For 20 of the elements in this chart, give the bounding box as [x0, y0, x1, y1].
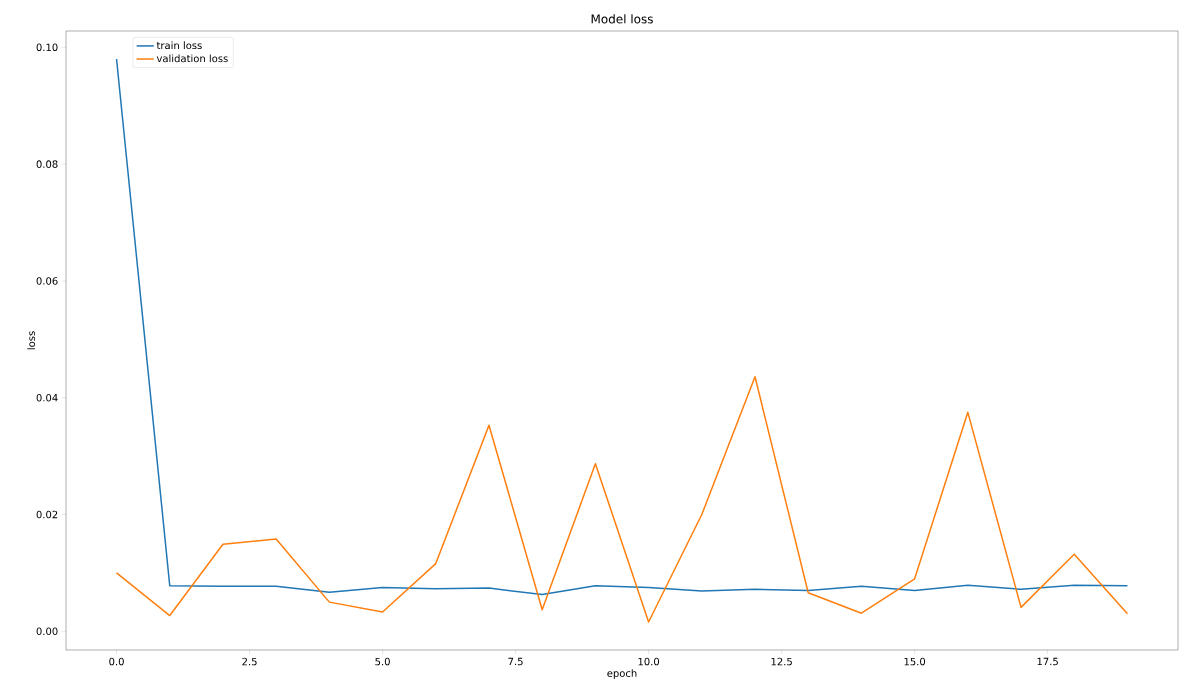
y-tick-label: 0.02 — [36, 510, 58, 519]
line-series — [115, 375, 1129, 623]
x-tick-label: 17.5 — [1037, 657, 1058, 666]
legend-label: train loss — [156, 41, 202, 50]
x-tick-label: 5.0 — [375, 657, 390, 666]
x-axis-title: epoch — [607, 669, 637, 679]
chart-title: Model loss — [591, 14, 653, 24]
x-tick-label: 12.5 — [771, 657, 792, 666]
y-tick-label: 0.00 — [36, 627, 58, 636]
x-tick-label: 15.0 — [904, 657, 926, 666]
y-tick-label: 0.04 — [36, 393, 58, 402]
y-tick-label: 0.06 — [36, 277, 58, 285]
x-tick-label: 2.5 — [242, 657, 257, 666]
x-tick-label: 0.0 — [109, 657, 124, 666]
x-tick-label: 7.5 — [508, 657, 523, 666]
y-axis-title: loss — [27, 331, 36, 350]
legend-label: validation loss — [156, 54, 228, 63]
y-tick-label: 0.10 — [36, 43, 58, 52]
x-tick-label: 10.0 — [638, 657, 660, 666]
y-tick-label: 0.08 — [36, 160, 58, 168]
